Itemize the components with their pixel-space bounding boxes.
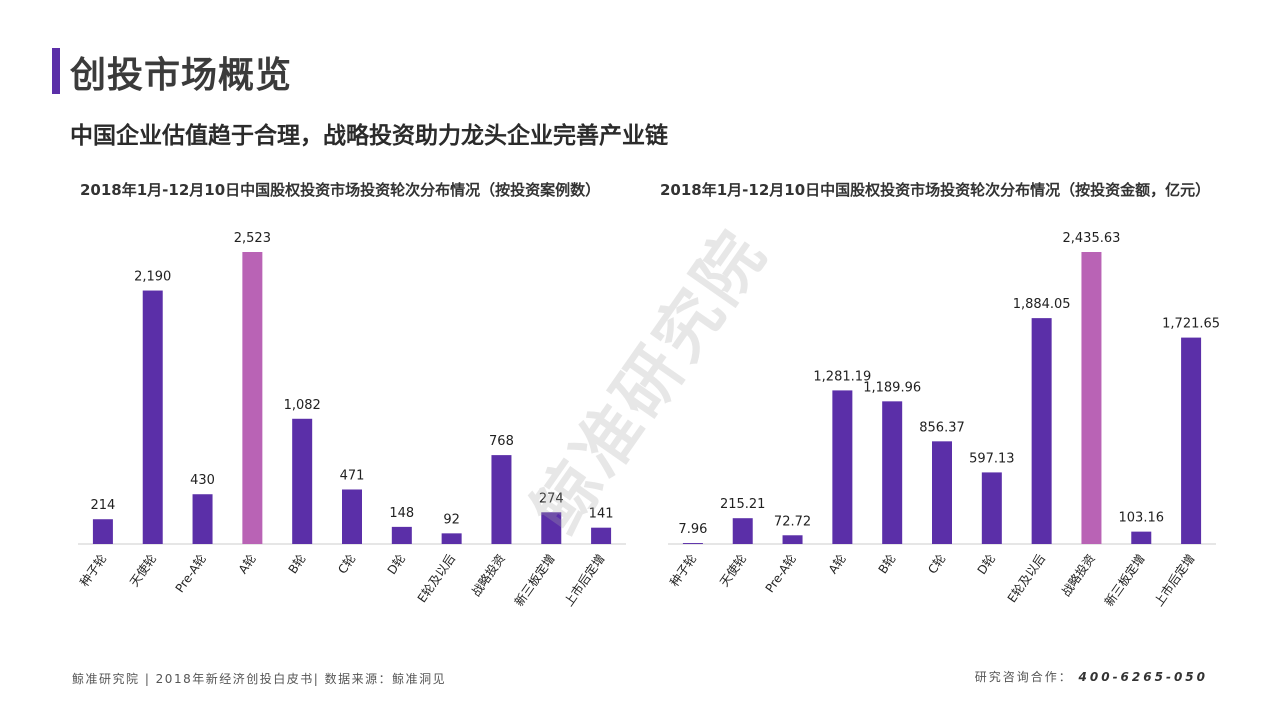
bar-cases-7 bbox=[441, 533, 462, 544]
bar-amount-2 bbox=[782, 535, 803, 544]
x-tick-label: B轮 bbox=[876, 552, 899, 577]
x-tick-label: D轮 bbox=[975, 552, 999, 577]
bar-cases-0 bbox=[92, 519, 113, 544]
x-tick-label: C轮 bbox=[925, 552, 948, 577]
bar-value-label: 274 bbox=[539, 491, 564, 506]
contact-phone: 400-6265-050 bbox=[1078, 670, 1208, 684]
x-tick-label: 新三板定增 bbox=[1101, 551, 1148, 609]
x-tick-label: A轮 bbox=[826, 552, 849, 577]
bar-value-label: 768 bbox=[489, 434, 514, 449]
bar-value-label: 1,189.96 bbox=[863, 380, 921, 395]
footer-source: 鲸准研究院 | 2018年新经济创投白皮书| 数据来源：鲸准洞见 bbox=[72, 672, 447, 686]
bar-amount-1 bbox=[732, 518, 753, 544]
bar-cases-1 bbox=[142, 290, 163, 544]
bar-value-label: 2,190 bbox=[134, 270, 171, 285]
bar-cases-9 bbox=[541, 512, 562, 544]
x-tick-label: 上市后定增 bbox=[561, 551, 608, 609]
x-tick-label: 天使轮 bbox=[716, 551, 749, 589]
bar-cases-2 bbox=[192, 494, 213, 544]
bar-value-label: 1,884.05 bbox=[1013, 297, 1071, 312]
x-tick-label: D轮 bbox=[385, 552, 409, 577]
bar-value-label: 72.72 bbox=[774, 514, 811, 529]
bar-value-label: 7.96 bbox=[678, 522, 707, 537]
x-tick-label: 新三板定增 bbox=[511, 551, 558, 609]
bar-chart-cases: 214 种子轮 2,190 天使轮 430 Pre-A轮 2,523 A轮 1,082 B轮 471… bbox=[77, 231, 626, 609]
bar-value-label: 214 bbox=[90, 498, 115, 513]
footer-contact: 研究咨询合作： 400-6265-050 bbox=[975, 668, 1208, 685]
bar-value-label: 597.13 bbox=[969, 451, 1015, 466]
x-tick-label: 天使轮 bbox=[126, 551, 159, 589]
bar-cases-5 bbox=[342, 489, 362, 544]
x-tick-label: A轮 bbox=[236, 552, 259, 577]
bar-value-label: 92 bbox=[443, 512, 460, 527]
chart-title-cases: 2018年1月-12月10日中国股权投资市场投资轮次分布情况（按投资案例数） bbox=[80, 181, 601, 199]
bar-value-label: 856.37 bbox=[919, 420, 965, 435]
x-tick-label: 战略投资 bbox=[1058, 551, 1098, 599]
bar-amount-3 bbox=[832, 390, 853, 544]
bar-value-label: 141 bbox=[589, 507, 614, 522]
x-tick-label: 上市后定增 bbox=[1151, 551, 1198, 609]
bar-value-label: 1,082 bbox=[284, 398, 321, 413]
x-tick-label: C轮 bbox=[335, 552, 358, 577]
bar-cases-6 bbox=[391, 526, 412, 544]
bar-value-label: 2,435.63 bbox=[1063, 231, 1121, 246]
bar-amount-5 bbox=[932, 441, 952, 544]
bar-value-label: 103.16 bbox=[1119, 511, 1165, 526]
bar-value-label: 148 bbox=[389, 506, 414, 521]
x-tick-label: Pre-A轮 bbox=[763, 552, 799, 596]
x-tick-label: 战略投资 bbox=[468, 551, 508, 599]
bar-value-label: 471 bbox=[340, 468, 365, 483]
chart-title-amount: 2018年1月-12月10日中国股权投资市场投资轮次分布情况（按投资金额，亿元） bbox=[660, 181, 1211, 199]
x-tick-label: Pre-A轮 bbox=[173, 552, 209, 596]
x-tick-label: 种子轮 bbox=[77, 552, 109, 590]
bar-cases-10 bbox=[591, 527, 612, 544]
bar-cases-4 bbox=[292, 418, 313, 544]
bar-value-label: 1,721.65 bbox=[1162, 317, 1220, 332]
x-tick-label: B轮 bbox=[286, 552, 309, 577]
x-tick-label: 种子轮 bbox=[667, 552, 699, 590]
page-title: 创投市场概览 bbox=[70, 55, 293, 96]
bar-value-label: 1,281.19 bbox=[813, 369, 871, 384]
bar-amount-7 bbox=[1031, 318, 1052, 544]
bar-amount-8 bbox=[1081, 252, 1102, 544]
bar-value-label: 2,523 bbox=[234, 231, 271, 246]
bar-amount-6 bbox=[981, 472, 1002, 544]
contact-label: 研究咨询合作： bbox=[974, 670, 1073, 684]
page-subtitle: 中国企业估值趋于合理，战略投资助力龙头企业完善产业链 bbox=[70, 123, 668, 149]
bar-amount-9 bbox=[1131, 531, 1152, 544]
x-tick-label: E轮及以后 bbox=[1005, 552, 1048, 606]
bar-chart-amount: 7.96 种子轮 215.21 天使轮 72.72 Pre-A轮 1,281.19 A轮 1,1… bbox=[667, 231, 1220, 609]
bar-cases-8 bbox=[491, 455, 512, 544]
bar-cases-3 bbox=[242, 252, 263, 544]
title-accent-bar bbox=[52, 48, 60, 94]
bar-amount-10 bbox=[1181, 337, 1202, 544]
x-tick-label: E轮及以后 bbox=[415, 552, 458, 606]
bar-amount-0 bbox=[682, 543, 703, 544]
bar-value-label: 215.21 bbox=[720, 497, 766, 512]
bar-amount-4 bbox=[882, 401, 903, 544]
bar-value-label: 430 bbox=[190, 473, 215, 488]
